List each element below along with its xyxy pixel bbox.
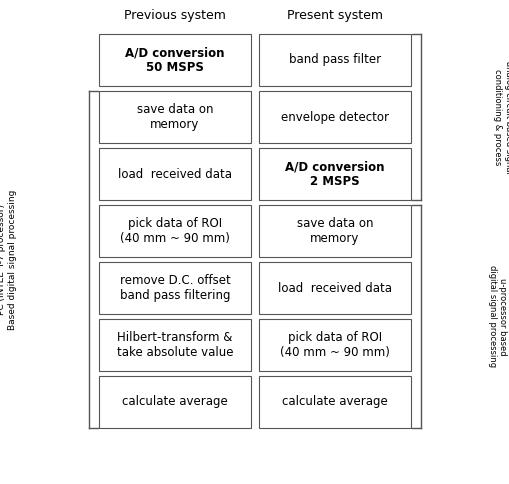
- Text: Previous system: Previous system: [124, 10, 225, 22]
- FancyBboxPatch shape: [99, 376, 250, 428]
- FancyBboxPatch shape: [259, 91, 410, 143]
- Text: save data on
memory: save data on memory: [136, 103, 213, 131]
- FancyBboxPatch shape: [99, 205, 250, 257]
- Text: pick data of ROI
(40 mm ~ 90 mm): pick data of ROI (40 mm ~ 90 mm): [120, 217, 230, 245]
- FancyBboxPatch shape: [99, 91, 250, 143]
- Text: A/D conversion
2 MSPS: A/D conversion 2 MSPS: [285, 160, 384, 188]
- Text: remove D.C. offset
band pass filtering: remove D.C. offset band pass filtering: [120, 274, 230, 302]
- Text: Hilbert-transform &
take absolute value: Hilbert-transform & take absolute value: [117, 331, 233, 359]
- FancyBboxPatch shape: [99, 148, 250, 200]
- FancyBboxPatch shape: [259, 34, 410, 86]
- Text: A/D conversion
50 MSPS: A/D conversion 50 MSPS: [125, 46, 224, 74]
- FancyBboxPatch shape: [259, 262, 410, 314]
- Text: calculate average: calculate average: [281, 395, 387, 408]
- FancyBboxPatch shape: [99, 319, 250, 371]
- FancyBboxPatch shape: [99, 34, 250, 86]
- Text: PC (INTEL  I-7 processor)
Based digital signal processing: PC (INTEL I-7 processor) Based digital s…: [0, 189, 17, 330]
- Text: pick data of ROI
(40 mm ~ 90 mm): pick data of ROI (40 mm ~ 90 mm): [279, 331, 389, 359]
- Text: envelope detector: envelope detector: [280, 110, 388, 123]
- Text: load  received data: load received data: [118, 167, 232, 181]
- FancyBboxPatch shape: [259, 205, 410, 257]
- Text: save data on
memory: save data on memory: [296, 217, 373, 245]
- Text: band pass filter: band pass filter: [289, 54, 380, 66]
- FancyBboxPatch shape: [259, 319, 410, 371]
- Text: load  received data: load received data: [277, 282, 391, 294]
- FancyBboxPatch shape: [259, 148, 410, 200]
- Text: Present system: Present system: [287, 10, 382, 22]
- FancyBboxPatch shape: [259, 376, 410, 428]
- Text: Arm CortexA8
u-processor based
digital signal processing: Arm CortexA8 u-processor based digital s…: [487, 265, 509, 367]
- Text: analog circuit based signal
conditioning & process: analog circuit based signal conditioning…: [492, 60, 509, 173]
- Text: calculate average: calculate average: [122, 395, 228, 408]
- FancyBboxPatch shape: [99, 262, 250, 314]
